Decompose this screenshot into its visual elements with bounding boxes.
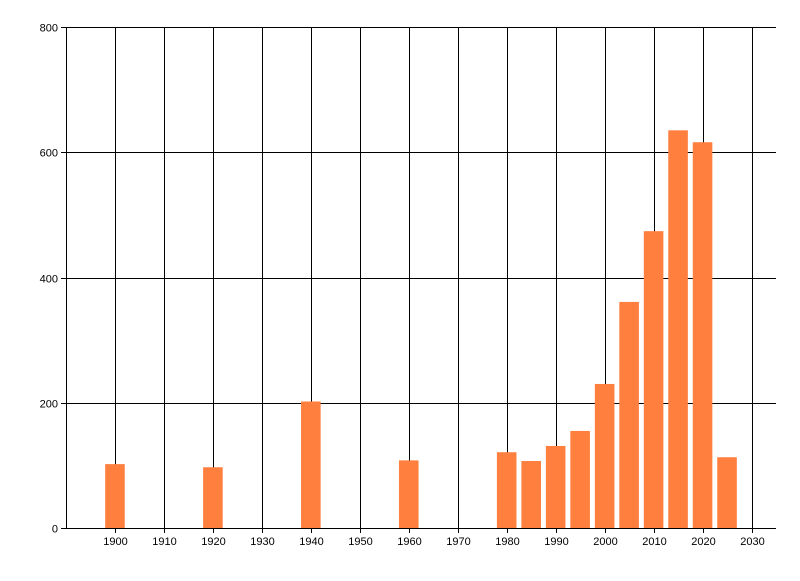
bars [105, 130, 737, 529]
bar [619, 301, 639, 528]
x-tick-label: 2000 [593, 536, 617, 548]
x-tick-label: 2030 [740, 536, 764, 548]
x-tick-label: 1970 [446, 536, 470, 548]
y-tick-label: 0 [52, 524, 58, 536]
bar [105, 464, 125, 528]
bar [594, 383, 615, 528]
x-tick-label: 1910 [152, 536, 176, 548]
x-tick-label: 1920 [201, 536, 225, 548]
bar [203, 467, 223, 528]
bar [521, 460, 541, 528]
x-tick-label: 1930 [250, 536, 274, 548]
x-tick-label: 1960 [397, 536, 421, 548]
x-tick-label: 2020 [691, 536, 715, 548]
bar [717, 457, 737, 528]
x-tick-label: 1940 [299, 536, 323, 548]
axes [61, 27, 776, 533]
tick-labels: 0 200 400 600 800 1900 1910 1920 1930 1940 1950 196… [40, 23, 765, 549]
y-tick-label: 400 [40, 274, 58, 286]
bar [301, 401, 321, 528]
x-tick-label: 1980 [495, 536, 519, 548]
bar [398, 460, 419, 528]
x-tick-label: 1900 [103, 536, 127, 548]
bar [545, 445, 566, 528]
y-tick-label: 600 [40, 148, 58, 160]
bar [570, 430, 590, 528]
bar [496, 452, 517, 528]
y-tick-label: 800 [40, 23, 58, 35]
bar [668, 130, 688, 529]
x-tick-label: 1990 [544, 536, 568, 548]
x-tick-label: 2010 [642, 536, 666, 548]
x-tick-label: 1950 [348, 536, 372, 548]
y-tick-label: 200 [40, 399, 58, 411]
bar [692, 142, 713, 529]
bar [643, 231, 664, 528]
